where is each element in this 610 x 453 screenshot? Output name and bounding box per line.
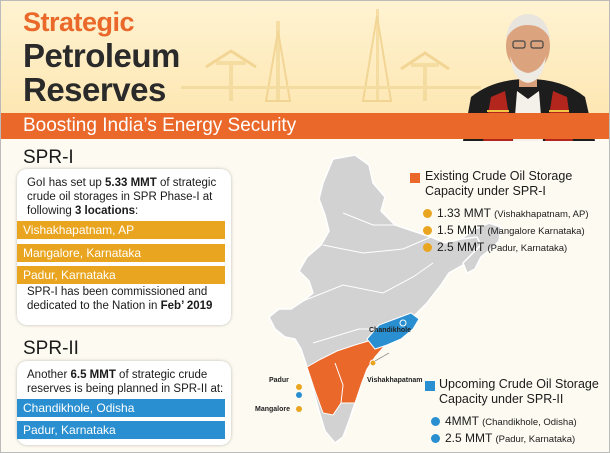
spr2-heading: SPR-II: [23, 338, 79, 359]
title-line-3: Reserves: [23, 71, 166, 108]
legend-upcoming-item-2: 2.5 MMT (Padur, Karnataka): [431, 431, 575, 445]
spr2-location-chandikhole: Chandikhole, Odisha: [17, 399, 225, 417]
map-label-mangalore: Mangalore: [255, 406, 291, 413]
legend-existing-swatch: [410, 173, 420, 183]
karnataka-ap-region: [306, 338, 388, 416]
marker-padur-existing: [296, 384, 302, 390]
legend-upcoming-item-1: 4MMT (Chandikhole, Odisha): [431, 414, 577, 428]
spr1-location-vishakhapatnam: Vishakhapatnam, AP: [17, 221, 225, 239]
oil-field-background: [181, 9, 481, 102]
marker-mangalore: [296, 406, 302, 412]
subtitle-banner: Boosting India’s Energy Security: [1, 113, 609, 139]
spr1-heading: SPR-I: [23, 147, 74, 168]
marker-chandikhole: [399, 319, 407, 327]
map-label-vishakhapatnam: Vishakhapatnam: [367, 377, 423, 384]
legend-upcoming-swatch: [425, 381, 435, 391]
header: Strategic Petroleum Reserves: [1, 1, 609, 141]
spr1-location-mangalore: Mangalore, Karnataka: [17, 244, 225, 262]
spr1-intro: GoI has set up 5.33 MMT of strategic cru…: [27, 177, 217, 217]
map-label-padur: Padur: [269, 377, 289, 384]
spr2-intro: Another 6.5 MMT of strategic crude reser…: [27, 369, 224, 395]
legend-upcoming-title: Upcoming Crude Oil Storage Capacity unde…: [439, 377, 599, 406]
spr1-commission-text: SPR-I has been commissioned and dedicate…: [27, 286, 213, 312]
map-label-chandikhole: Chandikhole: [369, 327, 412, 334]
legend-existing-item-2: 1.5 MMT (Mangalore Karnataka): [423, 223, 585, 237]
title-line-2: Petroleum: [23, 37, 180, 74]
spr1-location-padur: Padur, Karnataka: [17, 266, 225, 284]
legend-existing-item-1: 1.33 MMT (Vishakhapatnam, AP): [423, 206, 589, 220]
spr2-location-padur: Padur, Karnataka: [17, 421, 225, 439]
india-map: [268, 154, 502, 445]
marker-vishakhapatnam: [369, 359, 377, 367]
legend-existing-item-3: 2.5 MMT (Padur, Karnataka): [423, 240, 567, 254]
northeast-region: [460, 222, 502, 275]
title-line-1: Strategic: [23, 7, 135, 37]
subtitle: Boosting India’s Energy Security: [23, 115, 297, 136]
legend-existing-title: Existing Crude Oil Storage Capacity unde…: [425, 169, 573, 198]
marker-padur-upcoming: [296, 392, 302, 398]
